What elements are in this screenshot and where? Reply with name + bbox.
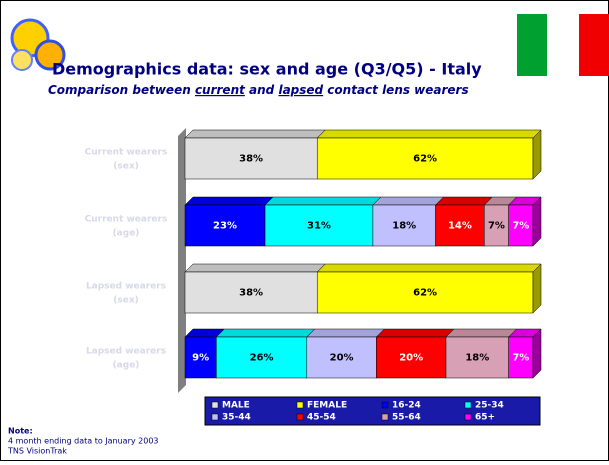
slide: Demographics data: sex and age (Q3/Q5) -… <box>0 0 609 461</box>
value-label: 7% <box>488 221 505 232</box>
bar-top <box>265 197 381 205</box>
legend-marker <box>212 402 218 408</box>
bar-top <box>436 197 493 205</box>
subtitle-part: and <box>245 83 279 97</box>
value-label: 62% <box>413 288 437 299</box>
value-label: 20% <box>330 353 354 364</box>
bar-top <box>216 329 314 337</box>
category-label: (sex) <box>113 296 139 306</box>
category-label: Current wearers <box>85 148 168 158</box>
category-label: Current wearers <box>85 215 168 225</box>
value-label: 38% <box>239 288 263 299</box>
legend-label: 45-54 <box>307 413 336 423</box>
note-line: TNS VisionTrak <box>7 447 67 456</box>
title: Demographics data: sex and age (Q3/Q5) -… <box>52 60 482 79</box>
category-label: (age) <box>113 229 140 239</box>
value-label: 18% <box>392 221 416 232</box>
subtitle-part: contact lens wearers <box>323 83 469 97</box>
flag-green <box>517 14 547 76</box>
category-label: Lapsed wearers <box>86 347 166 357</box>
bar-top <box>317 130 541 138</box>
legend-label: 65+ <box>475 413 495 423</box>
bar-top <box>317 264 541 272</box>
bar-top <box>446 329 517 337</box>
legend-marker <box>382 414 388 420</box>
bar-top <box>376 329 454 337</box>
value-label: 62% <box>413 154 437 165</box>
value-label: 38% <box>239 154 263 165</box>
bar-side <box>533 329 541 378</box>
bar-side <box>533 197 541 246</box>
subtitle-part: lapsed <box>278 83 323 97</box>
value-label: 7% <box>512 221 529 232</box>
bar-top <box>307 329 385 337</box>
value-label: 14% <box>448 221 472 232</box>
bar-side <box>533 130 541 179</box>
value-label: 7% <box>512 353 529 364</box>
category-label: (sex) <box>113 162 139 172</box>
bar-top <box>185 130 325 138</box>
category-label: (age) <box>113 361 140 371</box>
flag-red <box>579 14 609 76</box>
value-label: 23% <box>213 221 237 232</box>
legend-label: FEMALE <box>307 401 347 411</box>
bar-top <box>373 197 444 205</box>
legend-label: 16-24 <box>392 401 421 411</box>
value-label: 31% <box>307 221 331 232</box>
subtitle-part: current <box>195 83 246 97</box>
legend-label: MALE <box>222 401 250 411</box>
legend-marker <box>465 402 471 408</box>
value-label: 9% <box>192 353 209 364</box>
note-title: Note: <box>8 427 33 436</box>
legend-marker <box>297 402 303 408</box>
legend-marker <box>212 414 218 420</box>
bar-top <box>185 197 273 205</box>
category-label: Lapsed wearers <box>86 282 166 292</box>
value-label: 18% <box>465 353 489 364</box>
subtitle: Comparison between current and lapsed co… <box>48 83 469 97</box>
value-label: 26% <box>250 353 274 364</box>
legend-marker <box>382 402 388 408</box>
subtitle-part: Comparison between <box>48 83 195 97</box>
legend-label: 55-64 <box>392 413 421 423</box>
bar-side <box>533 264 541 313</box>
bar-top <box>185 264 325 272</box>
legend-label: 25-34 <box>475 401 504 411</box>
note-line: 4 month ending data to January 2003 <box>8 437 159 446</box>
legend-label: 35-44 <box>222 413 251 423</box>
legend-marker <box>297 414 303 420</box>
value-label: 20% <box>399 353 423 364</box>
legend-marker <box>465 414 471 420</box>
